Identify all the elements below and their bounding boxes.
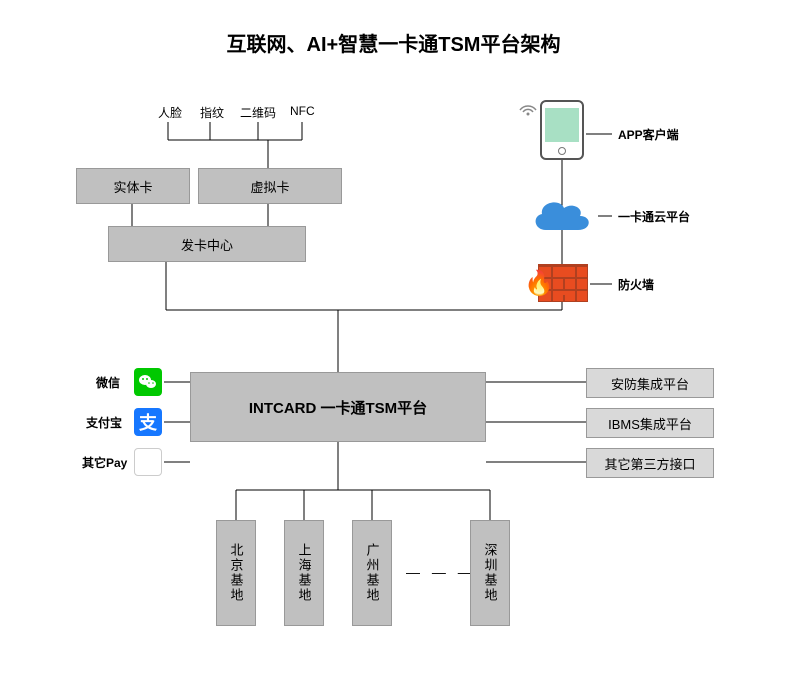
wifi-icon	[518, 100, 538, 116]
box-physical-card: 实体卡	[76, 168, 190, 204]
label-other-pay: 其它Pay	[82, 454, 127, 471]
box-security-integration: 安防集成平台	[586, 368, 714, 398]
base-label-guangzhou: 广州基地	[363, 543, 382, 603]
box-other-integration: 其它第三方接口	[586, 448, 714, 478]
label-app-client: APP客户端	[618, 126, 679, 143]
method-face: 人脸	[158, 104, 182, 121]
flame-icon: 🔥	[524, 272, 554, 296]
other-pay-icon	[134, 448, 162, 476]
base-label-shanghai: 上海基地	[295, 543, 314, 603]
box-center-platform: INTCARD 一卡通TSM平台	[190, 372, 486, 442]
label-alipay: 支付宝	[86, 414, 122, 431]
label-cloud-platform: 一卡通云平台	[618, 208, 690, 225]
diagram-title: 互联网、AI+智慧一卡通TSM平台架构	[0, 28, 787, 57]
box-base-shenzhen: 深圳基地	[470, 520, 510, 626]
box-base-shanghai: 上海基地	[284, 520, 324, 626]
box-virtual-card: 虚拟卡	[198, 168, 342, 204]
cloud-icon	[526, 194, 596, 238]
box-ibms-integration: IBMS集成平台	[586, 408, 714, 438]
label-wechat: 微信	[96, 374, 120, 391]
box-base-beijing: 北京基地	[216, 520, 256, 626]
method-fingerprint: 指纹	[200, 104, 224, 121]
base-label-shenzhen: 深圳基地	[481, 543, 500, 603]
box-base-guangzhou: 广州基地	[352, 520, 392, 626]
alipay-icon: 支	[134, 408, 162, 436]
label-firewall: 防火墙	[618, 276, 654, 293]
wechat-icon	[134, 368, 162, 396]
phone-icon	[540, 100, 584, 160]
box-issuing-center: 发卡中心	[108, 226, 306, 262]
base-label-beijing: 北京基地	[227, 543, 246, 603]
method-nfc: NFC	[290, 104, 315, 118]
method-qrcode: 二维码	[240, 104, 276, 121]
